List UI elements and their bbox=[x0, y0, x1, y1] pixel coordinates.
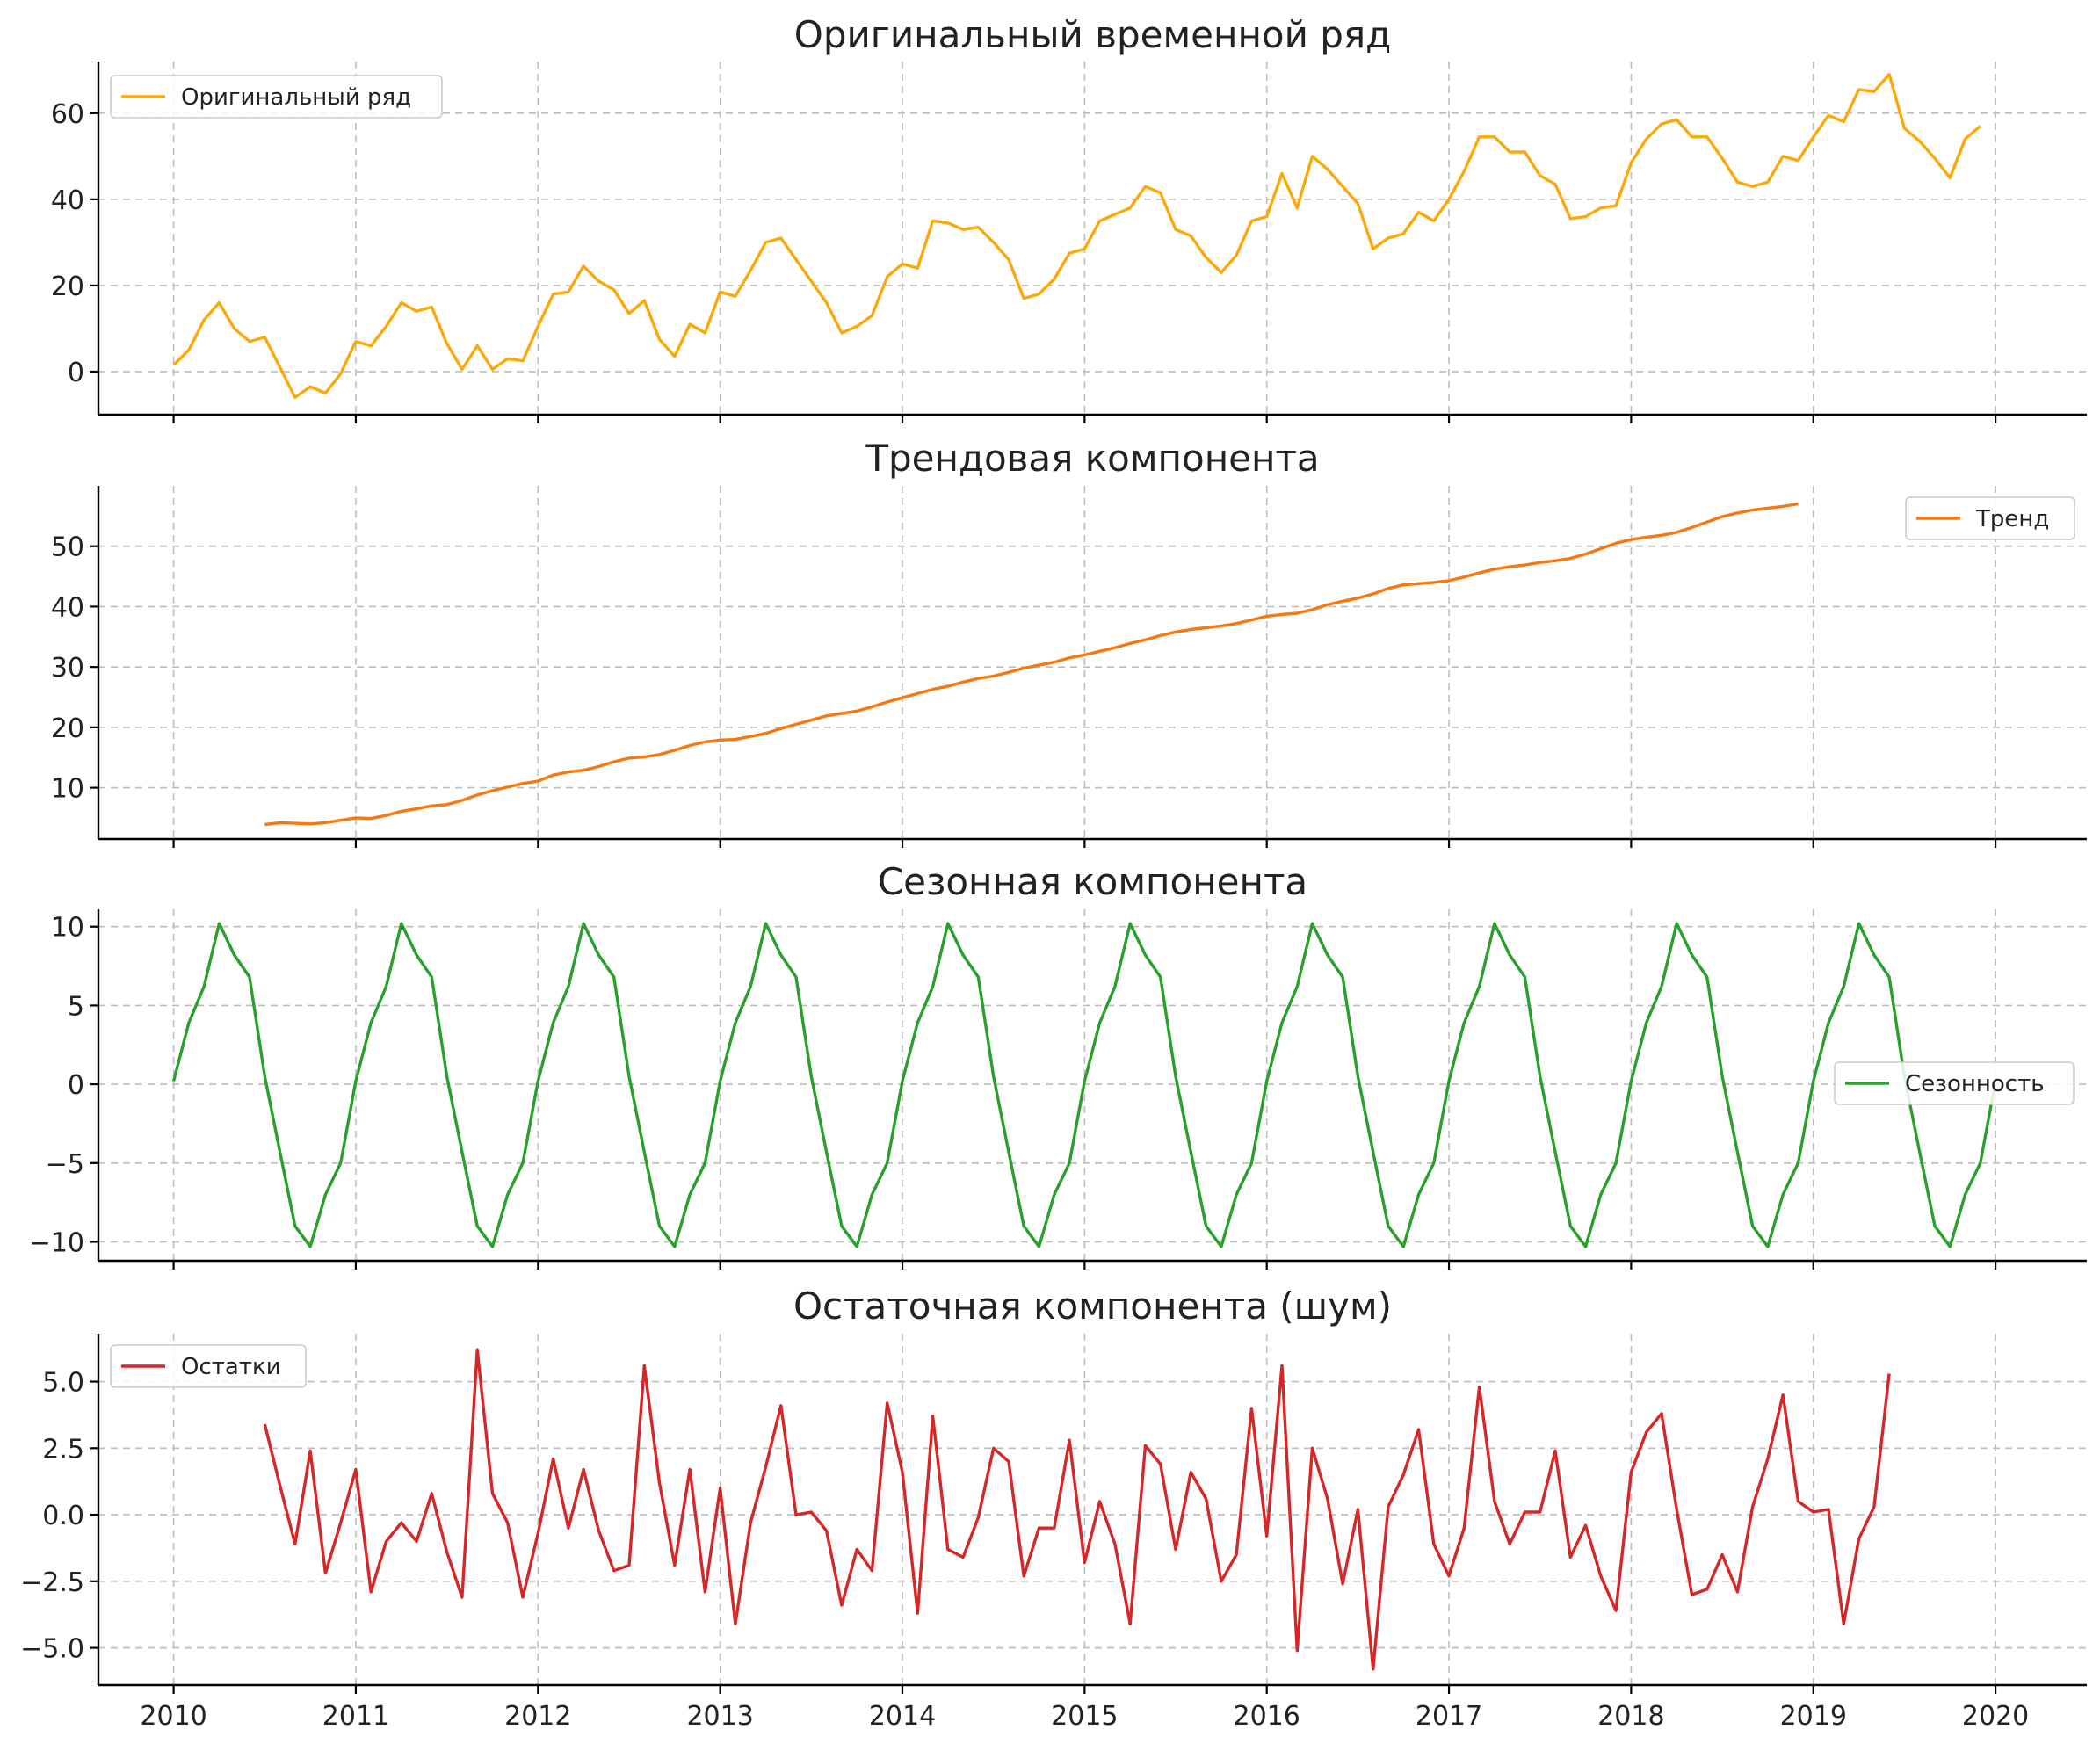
y-tick-label: 20 bbox=[51, 713, 84, 744]
y-tick-label: 60 bbox=[51, 99, 84, 130]
x-tick-label: 2015 bbox=[1051, 1701, 1118, 1732]
x-tick-label: 2012 bbox=[504, 1701, 571, 1732]
y-tick-label: 0.0 bbox=[42, 1501, 84, 1531]
y-tick-label: 30 bbox=[51, 653, 84, 684]
panel-title: Трендовая компонента bbox=[865, 437, 1319, 480]
y-tick-label: 5 bbox=[68, 991, 84, 1022]
legend-label: Сезонность bbox=[1905, 1071, 2045, 1097]
panel-4: −5.0 −2.5 0.0 2.5 5.0 2010 2011 2012 2013 2014 201… bbox=[20, 1284, 2087, 1732]
legend: Сезонность bbox=[1834, 1061, 2075, 1105]
panel-1: 0 20 40 60 Оригинальный временной ряд Оригина… bbox=[51, 13, 2087, 423]
x-tick-label: 2013 bbox=[686, 1701, 753, 1732]
y-tick-label: 10 bbox=[51, 774, 84, 805]
series-line bbox=[263, 1348, 1891, 1671]
y-tick-label: 40 bbox=[51, 185, 84, 216]
legend-label: Оригинальный ряд bbox=[181, 84, 411, 111]
x-tick-label: 2011 bbox=[322, 1701, 389, 1732]
series-line bbox=[264, 502, 1799, 827]
legend-label: Остатки bbox=[181, 1354, 281, 1380]
legend: Тренд bbox=[1905, 496, 2075, 540]
legend-box bbox=[1905, 496, 2075, 540]
x-tick-label: 2020 bbox=[1962, 1701, 2029, 1732]
legend-box bbox=[110, 75, 443, 119]
legend-label: Тренд bbox=[1975, 506, 2049, 532]
x-tick-label: 2019 bbox=[1780, 1701, 1847, 1732]
y-tick-label: 0 bbox=[68, 358, 84, 388]
x-tick-label: 2016 bbox=[1234, 1701, 1300, 1732]
x-tick-label: 2010 bbox=[140, 1701, 206, 1732]
legend-box bbox=[1834, 1061, 2075, 1105]
panel-title: Остаточная компонента (шум) bbox=[793, 1284, 1392, 1328]
y-tick-label: 10 bbox=[51, 913, 84, 944]
series-line bbox=[171, 922, 1997, 1248]
y-tick-label: −5.0 bbox=[20, 1634, 84, 1665]
panel-title: Сезонная компонента bbox=[878, 860, 1307, 903]
y-tick-label: 0 bbox=[68, 1070, 84, 1101]
y-tick-label: −10 bbox=[29, 1227, 84, 1258]
legend-box bbox=[110, 1344, 307, 1388]
panel-title: Оригинальный временной ряд bbox=[794, 13, 1391, 56]
panel-3: −10 −5 0 5 10 Сезонная компонента Сезонность bbox=[29, 860, 2087, 1270]
y-tick-label: −5 bbox=[46, 1149, 84, 1180]
y-tick-label: −2.5 bbox=[20, 1567, 84, 1598]
y-tick-label: 20 bbox=[51, 271, 84, 302]
x-tick-label: 2018 bbox=[1597, 1701, 1664, 1732]
panel-2: 10 20 30 40 50 Трендовая компонента Тренд bbox=[51, 437, 2087, 848]
x-tick-label: 2014 bbox=[869, 1701, 936, 1732]
y-tick-label: 5.0 bbox=[42, 1368, 84, 1399]
x-tick-label: 2017 bbox=[1416, 1701, 1482, 1732]
legend: Оригинальный ряд bbox=[110, 75, 443, 119]
legend: Остатки bbox=[110, 1344, 307, 1388]
series-line bbox=[172, 72, 1981, 400]
y-tick-label: 2.5 bbox=[42, 1434, 84, 1465]
y-tick-label: 40 bbox=[51, 592, 84, 623]
y-tick-label: 50 bbox=[51, 532, 84, 563]
